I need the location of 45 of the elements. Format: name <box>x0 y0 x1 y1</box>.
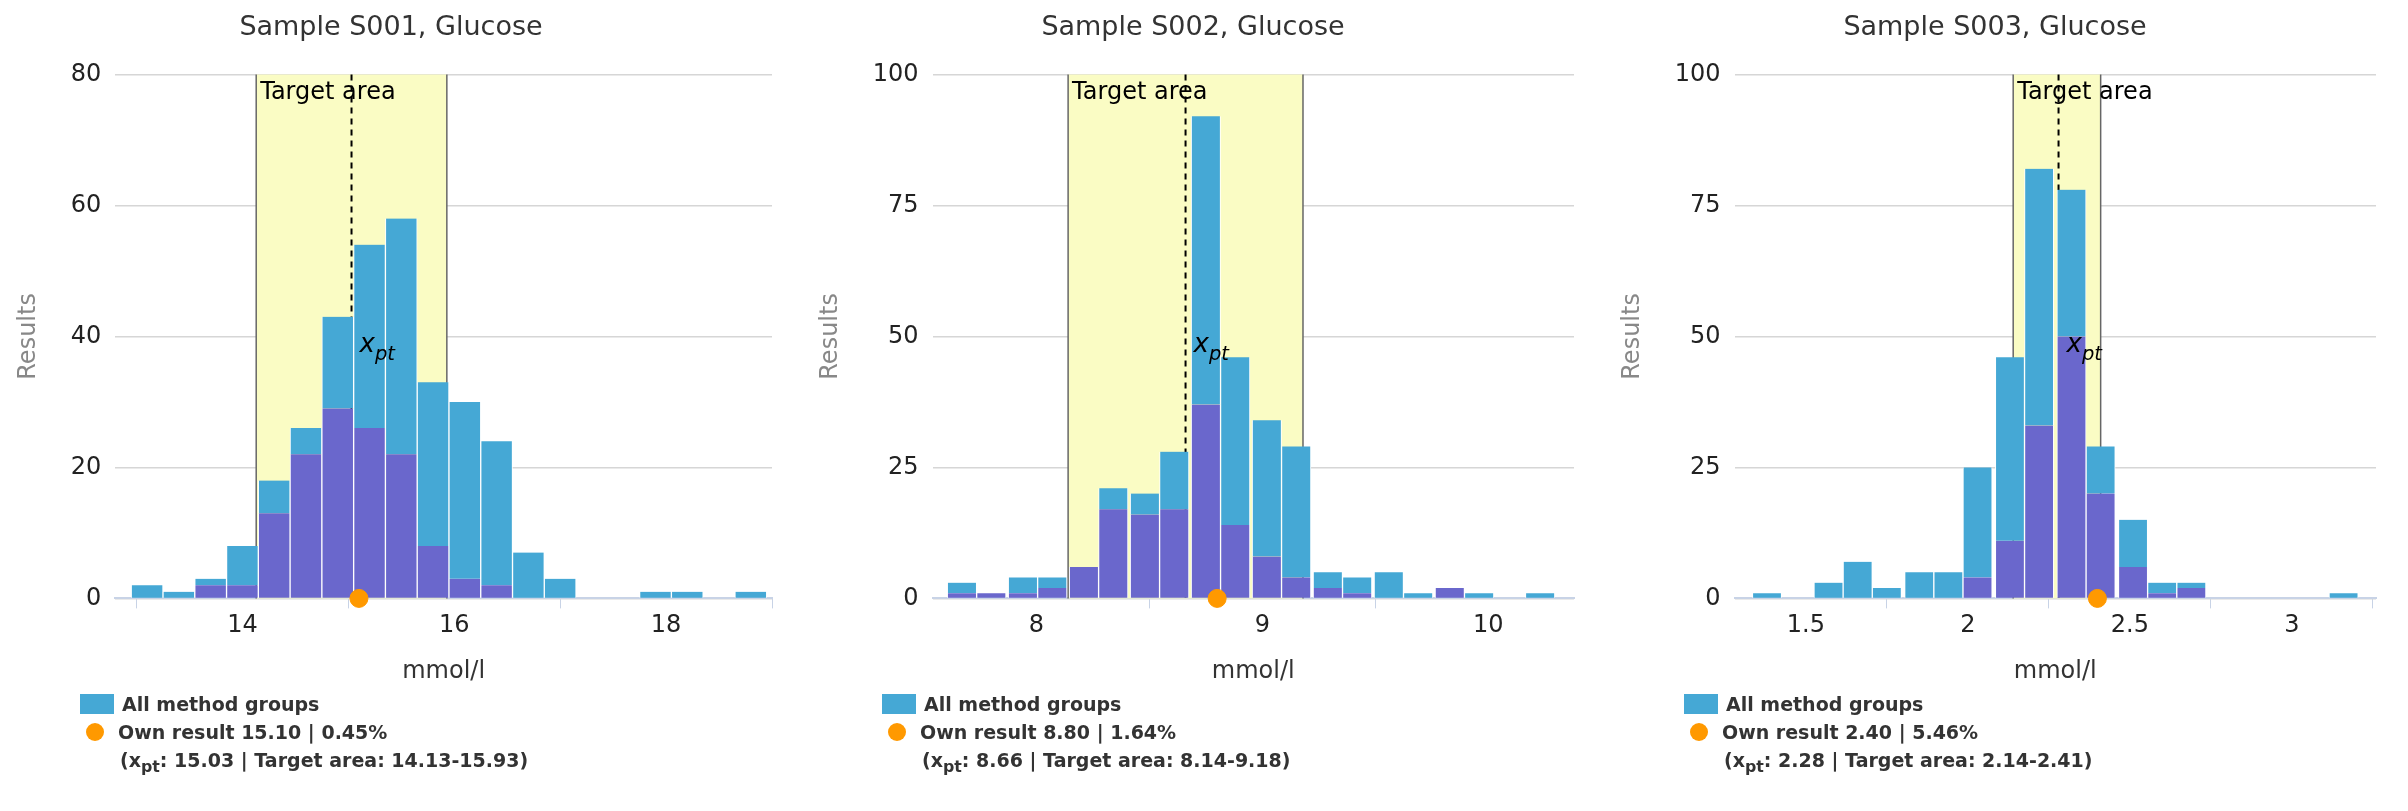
y-tick-label: 0 <box>1705 582 1721 611</box>
legend-label: Own result 2.40 | 5.46% <box>1722 720 1979 746</box>
legend-label: All method groups <box>122 692 320 717</box>
x-tick-label: 8 <box>1028 610 1045 639</box>
x-axis-title: mmol/l <box>402 655 486 684</box>
y-tick-label: 40 <box>70 320 102 349</box>
y-tick-label: 0 <box>86 582 102 611</box>
y-axis-title: Results <box>814 293 843 380</box>
legend-label: All method groups <box>1726 692 1924 717</box>
x-tick-label: 18 <box>650 610 682 639</box>
x-tick-label: 2.5 <box>2110 610 2149 639</box>
y-tick-label: 50 <box>1690 320 1721 349</box>
chart-title: Sample S001, Glucose <box>239 10 543 42</box>
y-tick-label: 80 <box>70 58 102 87</box>
x-tick-label: 9 <box>1254 610 1270 639</box>
y-tick-label: 75 <box>1690 189 1721 218</box>
text: (x$_{pt}$: 2.28 | Target area: 2.14-2.41) <box>1723 748 2094 778</box>
y-tick-label: 100 <box>872 58 919 87</box>
y-tick-label: 25 <box>888 451 919 480</box>
x-axis-title: mmol/l <box>2013 655 2097 684</box>
y-axis-title: Results <box>1616 293 1645 380</box>
chart-title: Sample S003, Glucose <box>1843 10 2147 42</box>
x-tick-label: 3 <box>2284 610 2300 639</box>
y-tick-label: 100 <box>1674 58 1721 87</box>
band-label: Target area <box>259 76 396 105</box>
legend-label: Own result 8.80 | 1.64% <box>920 720 1177 746</box>
y-axis-title: Results <box>12 293 41 380</box>
y-tick-label: 25 <box>1690 451 1721 480</box>
x-tick-label: 1.5 <box>1786 610 1825 639</box>
x-tick-label: 10 <box>1472 610 1504 639</box>
text: (x$_{pt}$: 8.66 | Target area: 8.14-9.18) <box>921 748 1292 778</box>
x-tick-label: 14 <box>227 610 258 639</box>
y-tick-label: 75 <box>888 189 919 218</box>
y-tick-label: 20 <box>70 451 102 480</box>
y-tick-label: 60 <box>70 189 102 218</box>
legend-label: All method groups <box>924 692 1122 717</box>
band-label: Target area <box>1071 76 1208 105</box>
chart-title: Sample S002, Glucose <box>1041 10 1345 42</box>
legend-label: Own result 15.10 | 0.45% <box>118 720 388 746</box>
text: (x$_{pt}$: 15.03 | Target area: 14.13-15.93) <box>119 748 530 778</box>
x-tick-label: 16 <box>438 610 470 639</box>
y-tick-label: 0 <box>903 582 919 611</box>
x-tick-label: 2 <box>1960 610 1976 639</box>
x-axis-title: mmol/l <box>1211 655 1295 684</box>
y-tick-label: 50 <box>888 320 919 349</box>
